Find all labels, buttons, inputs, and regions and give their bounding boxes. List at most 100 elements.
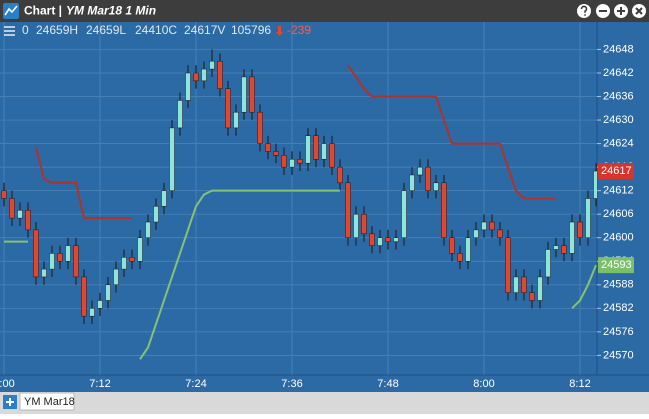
price-tag bbox=[598, 163, 634, 180]
x-tick-label: 7:36 bbox=[281, 378, 302, 390]
candle-body bbox=[65, 245, 71, 262]
candle-body bbox=[529, 292, 535, 301]
minimize-button[interactable] bbox=[596, 4, 610, 18]
tab-bar bbox=[0, 392, 649, 414]
price-tag-label: 24617 bbox=[601, 165, 632, 177]
candle-body bbox=[297, 159, 303, 164]
menu-icon[interactable] bbox=[4, 26, 15, 36]
candle-body bbox=[73, 245, 79, 278]
ohlc-item: 24410C bbox=[135, 23, 177, 37]
candle-body bbox=[81, 276, 87, 317]
candle-body bbox=[561, 245, 567, 254]
candle-body bbox=[577, 221, 583, 238]
candle-body bbox=[169, 127, 175, 191]
candle-body bbox=[393, 237, 399, 242]
candle-body bbox=[313, 135, 319, 160]
candle-body bbox=[137, 237, 143, 262]
price-tag-label: 24593 bbox=[601, 259, 632, 271]
tab-label[interactable]: YM Mar18 bbox=[24, 396, 75, 408]
y-tick-label: 24648 bbox=[603, 43, 634, 55]
close-button[interactable] bbox=[632, 4, 646, 18]
x-tick-label: 8:12 bbox=[569, 378, 590, 390]
maximize-button[interactable] bbox=[614, 4, 628, 18]
candle-body bbox=[585, 198, 591, 238]
x-tick-label: 7:12 bbox=[89, 378, 110, 390]
candle-body bbox=[89, 308, 95, 317]
plot-background bbox=[0, 22, 649, 392]
candle-body bbox=[9, 198, 15, 219]
candle-body bbox=[433, 182, 439, 191]
x-tick-label: 7:48 bbox=[377, 378, 398, 390]
candle-body bbox=[513, 276, 519, 293]
candle-body bbox=[113, 268, 119, 286]
candle-body bbox=[49, 253, 55, 270]
y-tick-label: 24642 bbox=[603, 67, 634, 79]
candle-body bbox=[465, 237, 471, 262]
candle-body bbox=[1, 190, 7, 199]
candle-body bbox=[209, 60, 215, 70]
candle-body bbox=[241, 76, 247, 113]
candle-body bbox=[457, 253, 463, 262]
candle-body bbox=[449, 237, 455, 254]
candle-body bbox=[57, 253, 63, 262]
app-icon bbox=[3, 3, 19, 19]
candle-body bbox=[321, 143, 327, 160]
y-tick-label: 24612 bbox=[603, 185, 634, 197]
candle-body bbox=[265, 143, 271, 152]
y-tick-label: 24630 bbox=[603, 114, 634, 126]
candle-body bbox=[521, 276, 527, 293]
ohlc-item: 0 bbox=[22, 23, 29, 37]
candle-body bbox=[337, 166, 343, 184]
plot bbox=[1, 49, 597, 360]
ohlc-info: 0 24659H 24659L 24410C 24617V 105796 bbox=[22, 23, 271, 37]
candle-body bbox=[129, 257, 135, 262]
y-tick-label: 24606 bbox=[603, 208, 634, 220]
help-button[interactable] bbox=[577, 4, 591, 18]
change-value: -239 bbox=[287, 23, 311, 37]
candle-body bbox=[33, 229, 39, 278]
add-tab-button[interactable] bbox=[3, 395, 17, 409]
x-tick-label: 7:00 bbox=[0, 378, 15, 390]
candle-body bbox=[25, 210, 31, 231]
candle-body bbox=[425, 166, 431, 191]
candle-body bbox=[121, 257, 127, 270]
candle-body bbox=[17, 210, 23, 219]
candle-body bbox=[385, 237, 391, 242]
x-tick-label: 8:00 bbox=[473, 378, 494, 390]
y-tick-label: 24600 bbox=[603, 232, 634, 244]
candle-body bbox=[401, 190, 407, 238]
candle-body bbox=[489, 221, 495, 231]
candle-body bbox=[177, 100, 183, 129]
x-tick-label: 7:24 bbox=[185, 378, 206, 390]
candle-body bbox=[505, 237, 511, 293]
candle-body bbox=[345, 182, 351, 238]
candle-body bbox=[145, 221, 151, 238]
ohlc-item: 24659H bbox=[36, 23, 78, 37]
candle-body bbox=[497, 229, 503, 238]
candle-body bbox=[105, 284, 111, 301]
candle-body bbox=[257, 111, 263, 144]
y-tick-label: 24636 bbox=[603, 90, 634, 102]
stop-line bbox=[4, 189, 597, 360]
y-tick-label: 24588 bbox=[603, 279, 634, 291]
y-tick-label: 24576 bbox=[603, 326, 634, 338]
candle-body bbox=[481, 221, 487, 231]
candle-body bbox=[473, 229, 479, 238]
candle-body bbox=[329, 143, 335, 168]
tab[interactable] bbox=[19, 392, 75, 411]
candle-body bbox=[201, 68, 207, 82]
candle-body bbox=[273, 151, 279, 156]
candle-body bbox=[409, 174, 415, 191]
candle-body bbox=[217, 60, 223, 89]
candle-body bbox=[417, 166, 423, 176]
price-tag bbox=[598, 257, 634, 274]
y-tick-label: 24570 bbox=[603, 349, 634, 361]
candle-body bbox=[97, 300, 103, 309]
window-title: Chart | bbox=[24, 4, 62, 18]
ohlc-item: 24617V bbox=[184, 23, 225, 37]
title-bar bbox=[0, 0, 649, 22]
candle-body bbox=[233, 111, 239, 129]
candle-body bbox=[249, 76, 255, 113]
candle-body bbox=[569, 221, 575, 254]
